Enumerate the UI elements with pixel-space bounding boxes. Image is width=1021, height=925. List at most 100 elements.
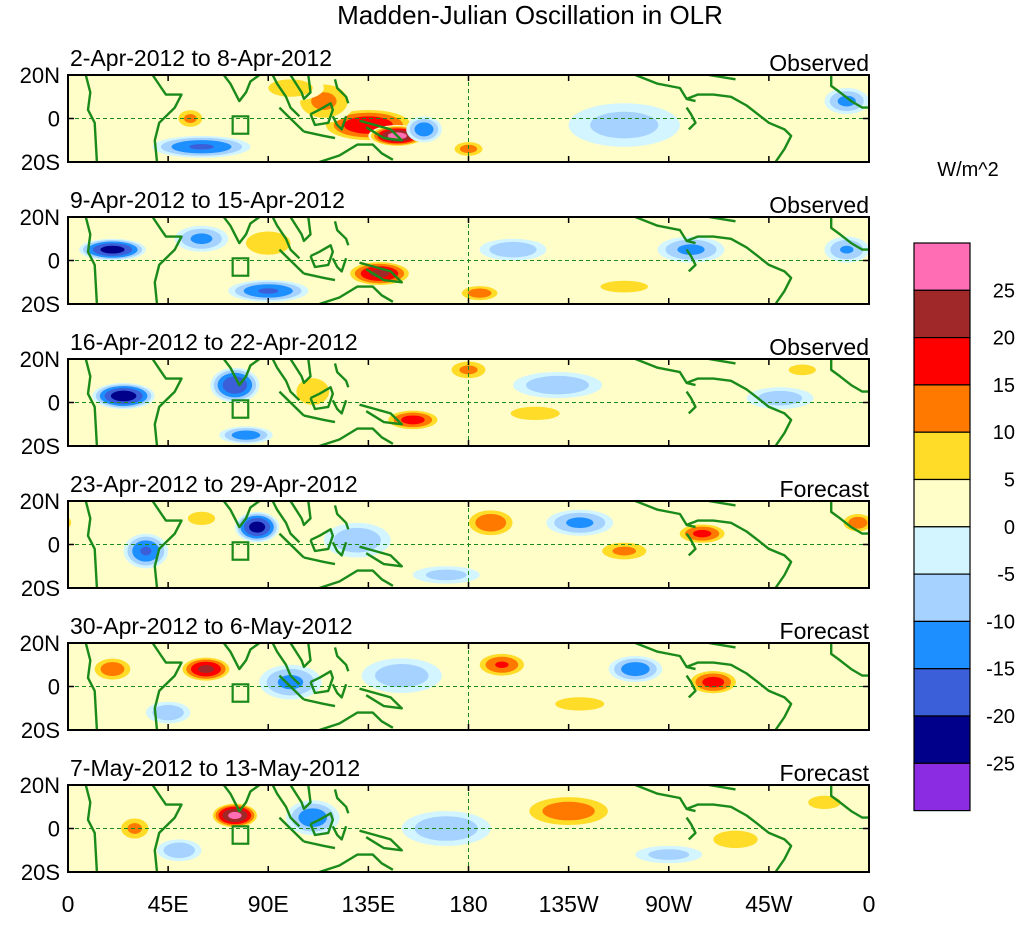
contour-level (1011, 802, 1021, 828)
y-tick-label: 0 (48, 249, 60, 274)
y-tick-label: 20N (20, 63, 60, 88)
contour-level (0, 391, 1, 406)
contour-level (922, 819, 949, 839)
x-tick-label: 135W (539, 891, 599, 917)
panel-type-label: Observed (769, 334, 869, 360)
contour-level (566, 517, 593, 528)
x-tick-label: 45W (745, 891, 793, 917)
x-tick-label: 180 (449, 891, 487, 917)
contour-level (152, 705, 183, 720)
contour-level (954, 136, 1021, 158)
contour-level (228, 812, 241, 819)
panel-period-label: 30-Apr-2012 to 6-May-2012 (70, 613, 353, 639)
contour-level (840, 246, 853, 254)
panel-type-label: Forecast (780, 760, 870, 786)
contour-level (526, 376, 589, 394)
colorbar-swatch (914, 338, 970, 385)
contour-level (976, 226, 1021, 252)
colorbar-swatch (914, 763, 970, 810)
contour-level (979, 110, 1003, 127)
contour-level (191, 233, 213, 244)
colorbar-swatch (914, 574, 970, 621)
contour-level (232, 430, 261, 439)
contour-level (992, 233, 1014, 244)
contour-level (475, 514, 506, 532)
contour-level (985, 114, 998, 123)
contour-level (958, 839, 1003, 861)
y-tick-label: 20N (20, 347, 60, 372)
contour-level (47, 517, 66, 529)
contour-level (1016, 805, 1021, 826)
contour-level (401, 415, 425, 424)
contour-level (24, 237, 69, 263)
y-tick-label: 0 (48, 675, 60, 700)
x-tick-label: 90E (248, 891, 289, 917)
contour-level (693, 530, 711, 537)
y-tick-label: 20S (21, 576, 60, 601)
x-tick-label: 0 (863, 891, 876, 917)
contour-level (928, 823, 943, 834)
contour-level (111, 391, 136, 402)
panel-period-label: 23-Apr-2012 to 29-Apr-2012 (70, 471, 358, 497)
contour-level (164, 843, 195, 858)
y-tick-label: 20N (20, 773, 60, 798)
contour-level (101, 662, 125, 676)
colorbar-label: 15 (993, 375, 1015, 397)
contour-level (100, 246, 124, 254)
colorbar-label: 5 (1004, 470, 1015, 492)
colorbar-label: -20 (986, 706, 1015, 728)
colorbar-label: -5 (997, 564, 1015, 586)
contour-level (965, 843, 996, 858)
x-tick-label: 90W (645, 891, 693, 917)
colorbar-swatch (914, 432, 970, 479)
contour-level (24, 88, 69, 114)
panel-period-label: 7-May-2012 to 13-May-2012 (70, 755, 360, 781)
colorbar-label: 20 (993, 328, 1015, 350)
colorbar-unit: W/m^2 (937, 159, 999, 181)
panel-period-label: 16-Apr-2012 to 22-Apr-2012 (70, 329, 358, 355)
contour-level (43, 514, 72, 531)
colorbar-swatch (914, 290, 970, 337)
contour-level (495, 661, 508, 668)
chart-title: Madden-Julian Oscillation in OLR (337, 0, 723, 30)
x-tick-label: 135E (342, 891, 396, 917)
contour-level (600, 281, 648, 293)
colorbar-swatch (914, 243, 970, 290)
panel-type-label: Observed (769, 50, 869, 76)
contour-level (414, 122, 433, 136)
contour-level (511, 407, 560, 420)
contour-level (962, 138, 1021, 156)
contour-level (677, 244, 704, 255)
contour-level (982, 229, 1021, 249)
y-tick-label: 20S (21, 860, 60, 885)
contour-level (973, 140, 1021, 153)
x-tick-label: 0 (62, 891, 75, 917)
contour-level (189, 144, 213, 149)
y-tick-label: 0 (48, 533, 60, 558)
colorbar-swatch (914, 480, 970, 527)
colorbar-label: 25 (993, 280, 1015, 302)
contour-level (468, 288, 492, 297)
y-tick-label: 20S (21, 292, 60, 317)
y-tick-label: 20S (21, 718, 60, 743)
contour-level (648, 849, 689, 860)
contour-level (990, 144, 1014, 149)
contour-level (808, 796, 841, 809)
contour-level (375, 664, 428, 687)
panel-period-label: 2-Apr-2012 to 8-Apr-2012 (70, 45, 332, 71)
colorbar-swatch (914, 621, 970, 668)
y-tick-label: 0 (48, 391, 60, 416)
contour-level (198, 665, 214, 673)
panel-period-label: 9-Apr-2012 to 15-Apr-2012 (70, 187, 345, 213)
panel-type-label: Forecast (780, 618, 870, 644)
y-tick-label: 0 (48, 107, 60, 132)
colorbar-swatch (914, 385, 970, 432)
y-tick-label: 20N (20, 631, 60, 656)
